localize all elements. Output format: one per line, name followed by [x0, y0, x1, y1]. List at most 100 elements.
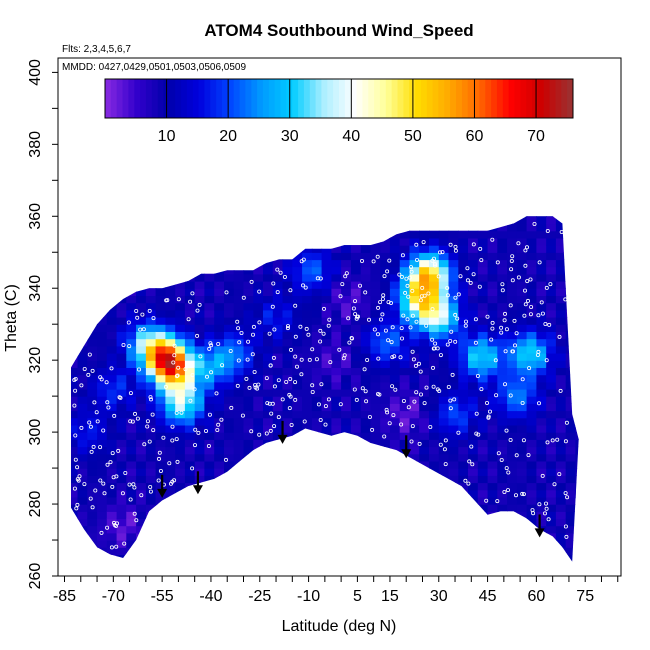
heatmap-cell [77, 511, 88, 520]
heatmap-cell [546, 554, 557, 562]
heatmap-cell [575, 302, 579, 311]
observation-point [318, 328, 323, 333]
heatmap-cell [282, 331, 293, 340]
heatmap-cell [389, 511, 401, 520]
observation-point [520, 377, 525, 382]
observation-point [128, 419, 133, 424]
heatmap-cell [321, 446, 332, 455]
heatmap-cell [145, 446, 157, 455]
heatmap-cell [565, 223, 577, 232]
heatmap-cell [194, 532, 206, 541]
heatmap-cell [214, 561, 225, 562]
heatmap-cell [302, 252, 313, 261]
heatmap-cell [253, 388, 264, 397]
heatmap-cell [97, 518, 108, 527]
heatmap-cell [243, 309, 254, 318]
colorbar-frame [104, 78, 574, 119]
heatmap-cell [165, 547, 176, 555]
observation-point [494, 393, 499, 398]
heatmap-cell [555, 216, 567, 217]
heatmap-cell [233, 518, 245, 527]
heatmap-cell [155, 216, 166, 217]
heatmap-cell [409, 547, 420, 555]
heatmap-cell [536, 410, 547, 419]
heatmap-cell [458, 504, 469, 512]
observation-point [411, 357, 416, 362]
observation-point [228, 348, 233, 353]
heatmap-cell [97, 489, 108, 498]
heatmap-cell [575, 230, 579, 239]
observation-point [448, 242, 453, 247]
heatmap-cell [477, 511, 489, 520]
heatmap-cell [272, 468, 284, 476]
heatmap-cell [282, 237, 293, 246]
heatmap-cell [184, 547, 196, 555]
observation-point [398, 355, 403, 360]
heatmap-cell [399, 281, 411, 289]
heatmap-cell [507, 475, 518, 484]
heatmap-cell [282, 259, 293, 268]
heatmap-cell [263, 403, 274, 412]
heatmap-cell [145, 532, 157, 541]
heatmap-cell [224, 460, 235, 469]
heatmap-cell [555, 547, 567, 555]
observation-point [536, 313, 541, 318]
observation-point [475, 373, 480, 378]
heatmap-cell [477, 460, 489, 469]
heatmap-cell [555, 511, 567, 520]
heatmap-cell [507, 532, 518, 541]
heatmap-cell [350, 547, 362, 555]
observation-point [276, 415, 281, 420]
heatmap-cell [184, 525, 196, 534]
heatmap-cell [350, 482, 362, 491]
heatmap-cell [155, 432, 166, 440]
heatmap-cell [380, 338, 391, 347]
heatmap-cell [536, 295, 547, 304]
colorbar-swatch [169, 79, 176, 118]
heatmap-cell [311, 324, 323, 332]
heatmap-cell [58, 504, 68, 512]
heatmap-cell [204, 245, 215, 253]
heatmap-cell [136, 216, 147, 217]
heatmap-cell [224, 216, 235, 225]
observation-point [565, 495, 570, 500]
heatmap-cell [487, 504, 498, 512]
heatmap-cell [77, 353, 88, 361]
heatmap-cell [458, 547, 469, 555]
heatmap-cell [487, 460, 498, 469]
observation-point [392, 354, 397, 359]
heatmap-cell [516, 338, 528, 347]
tropopause-arrow [192, 471, 203, 495]
heatmap-cell [331, 432, 342, 440]
heatmap-cell [214, 460, 225, 469]
heatmap-cell [263, 338, 274, 347]
observation-point [249, 279, 254, 284]
heatmap-cell [243, 273, 254, 282]
heatmap-cell [253, 554, 264, 562]
heatmap-cell [370, 273, 381, 282]
heatmap-cell [458, 252, 469, 261]
observation-point [478, 246, 483, 251]
heatmap-cell [546, 468, 557, 476]
heatmap-cell [77, 475, 88, 484]
heatmap-cell [292, 338, 303, 347]
heatmap-cell [360, 367, 372, 376]
observation-point [382, 434, 387, 439]
heatmap-cell [409, 309, 420, 318]
observation-point [378, 317, 383, 322]
heatmap-cell [487, 439, 498, 448]
heatmap-cell [155, 518, 166, 527]
heatmap-cell [497, 518, 508, 527]
observation-point [514, 493, 519, 498]
heatmap-cell [389, 324, 401, 332]
heatmap-cell [380, 489, 391, 498]
heatmap-cell [389, 432, 401, 440]
colorbar-swatch [339, 79, 346, 118]
heatmap-cell [302, 374, 313, 383]
heatmap-cell [321, 504, 332, 512]
observation-point [209, 343, 214, 348]
heatmap-cell [165, 223, 176, 232]
heatmap-cell [224, 504, 235, 512]
heatmap-cell [565, 518, 577, 527]
colorbar-swatch [350, 79, 357, 118]
